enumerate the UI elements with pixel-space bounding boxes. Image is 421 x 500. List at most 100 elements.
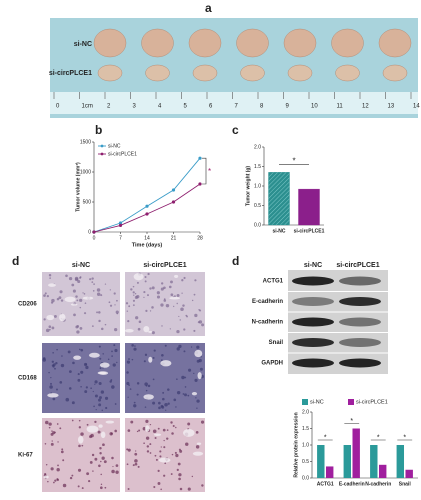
ruler-label: 13 [388,104,395,110]
cell [176,347,180,351]
cell [60,363,65,368]
row-label: CD168 [18,376,37,382]
lumen [183,429,195,437]
cell [43,294,46,297]
tumor [331,28,364,58]
cell [59,380,63,384]
cell [114,348,118,353]
bar [370,445,378,478]
cell [176,293,180,297]
cell [201,323,205,327]
cell [92,390,94,393]
cell [178,344,182,349]
cell [157,482,161,485]
cell [154,436,157,439]
cell [143,291,146,294]
cell [143,442,145,445]
cell [69,476,73,480]
cell [184,393,187,397]
cell [96,311,98,314]
cell [161,353,164,357]
lumen [99,371,109,375]
lumen [133,273,144,281]
cell [159,450,162,453]
point [171,200,176,204]
cell [198,308,200,311]
lumen [46,314,55,321]
cell [59,427,62,430]
cell [149,287,152,290]
cell [154,454,157,457]
legend-marker [100,144,104,148]
ruler-label: 8 [260,104,264,110]
cell [50,442,54,446]
cell [196,407,198,409]
cell [156,295,161,299]
cell [71,419,74,422]
cell [162,391,165,394]
cell [145,389,148,392]
cell [146,294,149,297]
cell [166,437,169,440]
cell [105,406,108,410]
lumen [194,349,203,358]
cell [90,387,92,390]
ruler-label: 3 [133,104,137,110]
cell [43,318,46,321]
cell [50,301,54,304]
ruler-label: 14 [413,104,420,110]
lumen [105,420,115,424]
cell [111,456,114,460]
ihc-image [125,272,205,336]
lumen [98,424,103,428]
cell [67,350,71,354]
cell [99,452,102,455]
cell [200,420,205,424]
cell [56,467,60,472]
cell [170,293,174,297]
row-label: N-cadherin [252,320,284,326]
cell [93,283,95,285]
cell [127,487,130,490]
cell [152,401,156,405]
cell [56,423,59,425]
cell [99,447,102,450]
cell [68,370,72,374]
cell [91,281,94,284]
cell [101,456,105,460]
cell [74,276,79,281]
cell [49,277,51,279]
cell [104,323,107,326]
cell [54,431,56,434]
lumen [124,329,134,333]
cell [201,484,204,487]
y-tick-label: 1.5 [254,164,261,170]
cell [100,390,105,394]
cell [48,325,52,329]
cell [149,452,152,454]
cell [126,463,129,466]
lumen [99,362,110,368]
ruler-label: 1cm [82,104,93,110]
cell [194,313,198,318]
band [339,358,381,368]
cell [134,459,138,463]
y-tick-label: 0 [88,229,91,235]
y-tick-label: 1.0 [254,183,261,189]
x-tick-label: Snail [399,481,412,487]
cell [113,292,116,295]
cell [53,314,57,318]
lumen [158,457,171,463]
cell [83,293,86,295]
x-axis-label: Time (days) [132,242,163,248]
bar [268,172,290,226]
x-tick-label: 14 [144,235,150,241]
cell [179,487,183,491]
cell [193,372,195,375]
cell [109,289,111,291]
cell [111,350,113,353]
bar [405,469,413,478]
y-tick-label: 1.0 [302,442,309,448]
ruler-label: 0 [56,104,60,110]
cell [114,327,118,332]
